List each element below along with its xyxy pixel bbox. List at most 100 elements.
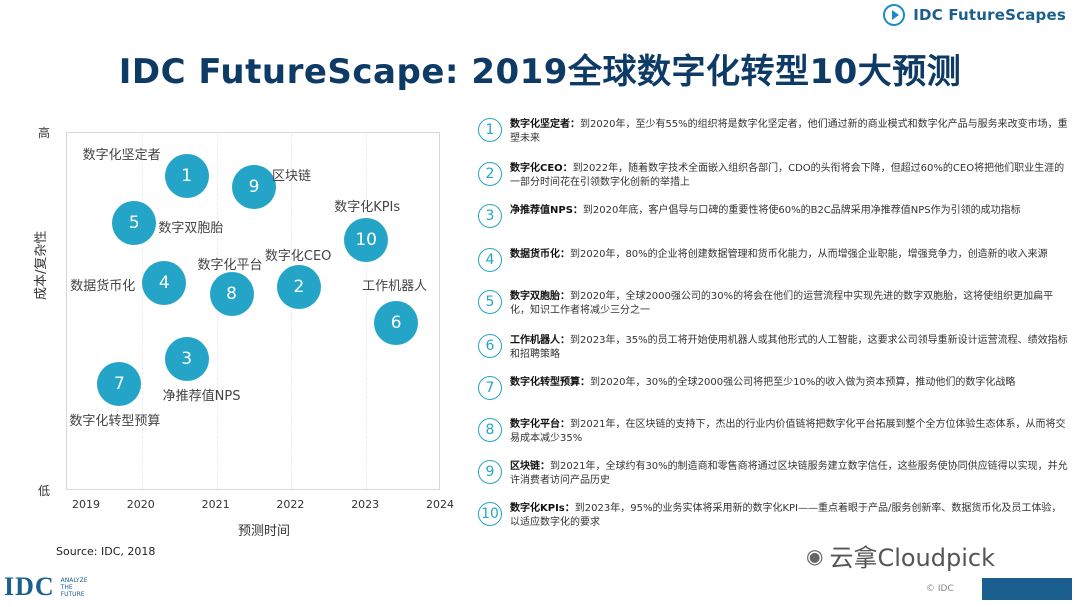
prediction-key: 数字化坚定者： — [510, 119, 580, 130]
prediction-item: 6 工作机器人：到2023年，35%的员工将开始使用机器人或其他形式的人工智能，这… — [478, 334, 1068, 362]
copyright: © IDC — [926, 584, 954, 594]
prediction-number: 9 — [478, 460, 502, 484]
prediction-point-3: 3 — [164, 336, 209, 381]
prediction-desc: 到2020年，至少有55%的组织将是数字化坚定者，他们通过新的商业模式和数字化产… — [510, 119, 1068, 144]
prediction-key: 数字化转型预算： — [510, 377, 590, 388]
prediction-item: 10 数字化KPIs：到2023年，95%的业务实体将采用新的数字化KPI——重点… — [478, 502, 1068, 530]
prediction-text: 净推荐值NPS：到2020年底，客户倡导与口碑的重要性将使60%的B2C品牌采用… — [510, 204, 1021, 218]
x-tick-label: 2022 — [276, 498, 305, 511]
prediction-item: 8 数字化平台：到2021年，在区块链的支持下，杰出的行业内价值链将把数字化平台拓… — [478, 418, 1068, 446]
prediction-item: 4 数据货币化：到2020年，80%的企业将创建数据管理和货币化能力，从而增强企业… — [478, 248, 1068, 272]
prediction-point-10: 10 — [344, 218, 389, 263]
prediction-point-1: 1 — [164, 153, 209, 198]
grid-line — [291, 133, 293, 489]
idc-logo-word: IDC — [4, 572, 55, 601]
prediction-desc: 到2023年，35%的员工将开始使用机器人或其他形式的人工智能，这要求公司领导重… — [510, 335, 1068, 360]
prediction-point-5: 5 — [112, 200, 157, 245]
prediction-number: 5 — [478, 290, 502, 314]
prediction-text: 数字化CEO：到2022年，随着数字技术全面嵌入组织各部门，CDO的头衔将会下降… — [510, 162, 1068, 190]
wechat-icon: ◉ — [806, 543, 824, 568]
prediction-desc: 到2023年，95%的业务实体将采用新的数字化KPI——重点着眼于产品/服务创新… — [510, 503, 1062, 528]
prediction-text: 区块链：到2021年，全球约有30%的制造商和零售商将通过区块链服务建立数字信任… — [510, 460, 1068, 488]
prediction-text: 数据货币化：到2020年，80%的企业将创建数据管理和货币化能力，从而增强企业职… — [510, 248, 1048, 262]
page-title: IDC FutureScape: 2019全球数字化转型10大预测 — [118, 52, 962, 92]
prediction-desc: 到2020年，30%的全球2000强公司将把至少10%的收入做为资本预算，推动他… — [590, 377, 1016, 388]
prediction-number: 6 — [478, 334, 502, 358]
prediction-number: 3 — [478, 204, 502, 228]
prediction-point-2: 2 — [276, 264, 321, 309]
prediction-number: 2 — [478, 162, 502, 186]
prediction-number: 8 — [478, 418, 502, 442]
tagline-line: ANALYZE — [60, 576, 88, 584]
tagline-line: THE — [60, 583, 73, 591]
prediction-point-6: 6 — [374, 300, 419, 345]
play-circle-icon — [883, 4, 906, 26]
prediction-key: 工作机器人： — [510, 335, 570, 346]
idc-tagline: ANALYZE THE FUTURE — [61, 577, 88, 598]
source-note: Source: IDC, 2018 — [56, 545, 156, 558]
point-label: 工作机器人 — [362, 278, 428, 294]
prediction-text: 数字双胞胎：到2020年，全球2000强公司的30%的将会在他们的运营流程中实现… — [510, 290, 1068, 318]
x-tick-label: 2020 — [126, 498, 155, 511]
prediction-item: 9 区块链：到2021年，全球约有30%的制造商和零售商将通过区块链服务建立数字信… — [478, 460, 1068, 488]
point-label: 数字化CEO — [264, 248, 332, 264]
prediction-desc: 到2020年底，客户倡导与口碑的重要性将使60%的B2C品牌采用净推荐值NPS作… — [582, 205, 1021, 216]
x-tick-label: 2021 — [201, 498, 230, 511]
prediction-text: 数字化KPIs：到2023年，95%的业务实体将采用新的数字化KPI——重点着眼… — [510, 502, 1068, 530]
prediction-item: 2 数字化CEO：到2022年，随着数字技术全面嵌入组织各部门，CDO的头衔将会下… — [478, 162, 1068, 190]
x-tick-label: 2024 — [426, 498, 454, 511]
point-label: 数字化平台 — [197, 258, 263, 274]
prediction-key: 数字化KPIs： — [510, 503, 575, 514]
prediction-number: 7 — [478, 376, 502, 400]
prediction-point-9: 9 — [232, 164, 276, 209]
point-label: 区块链 — [272, 168, 312, 184]
point-label: 数字化转型预算 — [69, 413, 161, 429]
prediction-point-8: 8 — [209, 272, 254, 317]
y-low-label: 低 — [38, 484, 51, 498]
prediction-point-4: 4 — [142, 261, 187, 306]
prediction-point-7: 7 — [97, 361, 142, 406]
prediction-item: 7 数字化转型预算：到2020年，30%的全球2000强公司将把至少10%的收入做… — [478, 376, 1068, 400]
prediction-desc: 到2021年，全球约有30%的制造商和零售商将通过区块链服务建立数字信任，这些服… — [510, 461, 1068, 486]
prediction-text: 数字化坚定者：到2020年，至少有55%的组织将是数字化坚定者，他们通过新的商业… — [510, 118, 1068, 146]
idc-futurescapes-logo: IDC FutureScapes — [883, 4, 1066, 26]
prediction-number: 1 — [478, 118, 502, 142]
y-axis-title: 成本/复杂性 — [34, 230, 49, 300]
prediction-desc: 到2022年，随着数字技术全面嵌入组织各部门，CDO的头衔将会下降，但超过60%… — [510, 163, 1065, 188]
prediction-key: 数字双胞胎： — [510, 291, 570, 302]
prediction-item: 1 数字化坚定者：到2020年，至少有55%的组织将是数字化坚定者，他们通过新的商… — [478, 118, 1068, 146]
prediction-item: 3 净推荐值NPS：到2020年底，客户倡导与口碑的重要性将使60%的B2C品牌采… — [478, 204, 1068, 228]
prediction-key: 数据货币化： — [510, 249, 570, 260]
point-label: 净推荐值NPS — [162, 388, 241, 404]
x-axis-title: 预测时间 — [238, 524, 291, 539]
prediction-item: 5 数字双胞胎：到2020年，全球2000强公司的30%的将会在他们的运营流程中实… — [478, 290, 1068, 318]
x-tick-label: 2023 — [351, 498, 380, 511]
prediction-text: 工作机器人：到2023年，35%的员工将开始使用机器人或其他形式的人工智能，这要… — [510, 334, 1068, 362]
watermark-text: 云拿Cloudpick — [829, 544, 996, 572]
prediction-key: 数字化平台： — [510, 419, 570, 430]
prediction-desc: 到2021年，在区块链的支持下，杰出的行业内价值链将把数字化平台拓展到整个全方位… — [510, 419, 1066, 444]
prediction-number: 10 — [478, 502, 502, 526]
prediction-text: 数字化平台：到2021年，在区块链的支持下，杰出的行业内价值链将把数字化平台拓展… — [510, 418, 1068, 446]
prediction-desc: 到2020年，全球2000强公司的30%的将会在他们的运营流程中实现先进的数字双… — [510, 291, 1054, 316]
brand-logo-text: IDC FutureScapes — [913, 6, 1066, 24]
point-label: 数字双胞胎 — [158, 220, 224, 236]
point-label: 数据货币化 — [70, 279, 136, 295]
wechat-watermark: ◉ 云拿Cloudpick — [806, 538, 995, 573]
prediction-key: 数字化CEO： — [510, 163, 573, 174]
point-label: 数字化KPIs — [334, 200, 401, 216]
idc-logo: IDC ANALYZE THE FUTURE — [4, 572, 87, 602]
prediction-chart: 1 数字化坚定者 9 区块链 5 数字双胞胎 10 数字化KPIs 4 数据货币化 8 数字化平台 2 数… — [66, 132, 440, 490]
prediction-desc: 到2020年，80%的企业将创建数据管理和货币化能力，从而增强企业职能，增强竞争… — [570, 249, 1048, 260]
x-tick-label: 2019 — [72, 498, 100, 511]
grid-line — [141, 133, 143, 489]
grid-line — [366, 133, 368, 489]
point-label: 数字化坚定者 — [82, 147, 161, 163]
prediction-number: 4 — [478, 248, 502, 272]
prediction-text: 数字化转型预算：到2020年，30%的全球2000强公司将把至少10%的收入做为… — [510, 376, 1015, 390]
corner-decoration — [982, 578, 1072, 600]
prediction-key: 区块链： — [510, 461, 550, 472]
y-high-label: 高 — [38, 126, 51, 140]
tagline-line: FUTURE — [60, 590, 85, 598]
prediction-key: 净推荐值NPS： — [510, 205, 583, 216]
